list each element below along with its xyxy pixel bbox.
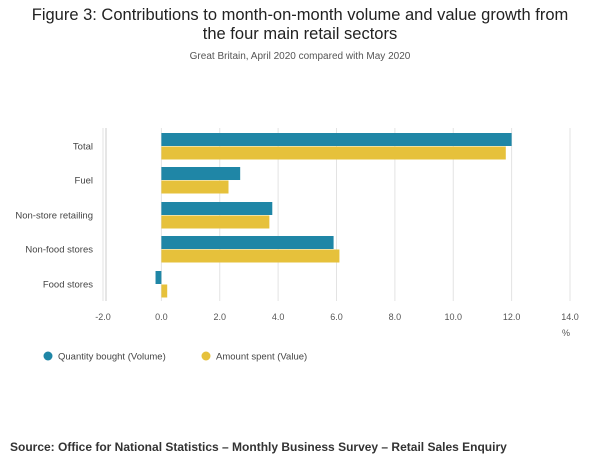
source-note: Source: Office for National Statistics –…	[10, 440, 507, 454]
bar-volume	[161, 167, 241, 180]
category-label: Fuel	[75, 176, 93, 187]
x-tick-label: -2.0	[95, 312, 111, 322]
x-tick-label: 8.0	[389, 312, 402, 322]
category-label: Total	[73, 142, 93, 153]
bar-value	[161, 249, 340, 263]
bar-volume	[155, 271, 162, 284]
x-tick-label: 2.0	[213, 312, 226, 322]
category-label: Non-food stores	[25, 245, 93, 256]
x-tick-label: 12.0	[503, 312, 521, 322]
bar-volume	[161, 202, 273, 215]
x-tick-label: 6.0	[330, 312, 343, 322]
x-axis-label: %	[562, 328, 570, 338]
legend-marker	[43, 351, 53, 361]
bar-value	[161, 284, 168, 298]
x-tick-label: 4.0	[272, 312, 285, 322]
bar-value	[161, 146, 506, 160]
category-label: Food stores	[43, 280, 93, 291]
x-tick-label: 14.0	[561, 312, 579, 322]
bar-volume	[161, 236, 334, 249]
legend-label: Quantity bought (Volume)	[58, 352, 166, 363]
chart-subtitle: Great Britain, April 2020 compared with …	[189, 51, 411, 62]
chart-title: Figure 3: Contributions to month-on-mont…	[0, 6, 600, 44]
x-tick-label: 0.0	[155, 312, 168, 322]
bar-volume	[161, 133, 512, 146]
bar-value	[161, 180, 229, 194]
legend-marker	[201, 351, 211, 361]
legend-label: Amount spent (Value)	[216, 352, 307, 363]
chart-title-line-1: Figure 3: Contributions to month-on-mont…	[31, 6, 569, 24]
x-tick-label: 10.0	[444, 312, 462, 322]
bar-value	[161, 215, 270, 229]
chart-title-line-2: the four main retail sectors	[202, 25, 398, 43]
category-label: Non-store retailing	[15, 211, 93, 222]
